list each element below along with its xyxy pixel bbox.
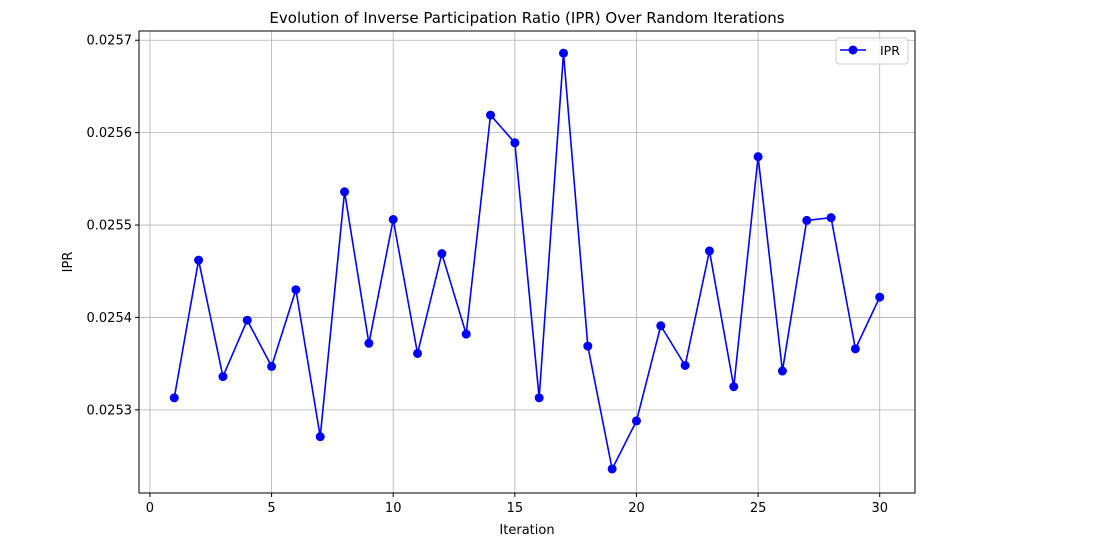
data-point <box>437 249 447 259</box>
grid <box>139 31 915 493</box>
data-point <box>729 382 739 392</box>
data-point <box>607 464 617 474</box>
y-axis-label: IPR <box>61 252 76 273</box>
data-point <box>413 348 423 358</box>
legend-box <box>835 37 909 65</box>
data-point <box>242 315 252 325</box>
data-point <box>388 214 398 224</box>
y-tick-label: 0.0255 <box>87 219 133 234</box>
data-point <box>656 321 666 331</box>
data-point <box>364 338 374 348</box>
data-point <box>802 215 812 225</box>
x-tick-label: 5 <box>267 501 275 516</box>
data-point <box>583 341 593 351</box>
x-tick-label: 10 <box>385 501 402 516</box>
legend: IPR <box>835 37 909 65</box>
chart-title: Evolution of Inverse Participation Ratio… <box>269 9 784 27</box>
x-tick-label: 30 <box>871 501 888 516</box>
series-line-ipr <box>173 52 881 470</box>
data-point <box>486 110 496 120</box>
y-tick-label: 0.0253 <box>87 403 133 418</box>
x-tick-label: 15 <box>507 501 524 516</box>
y-tick-label: 0.0257 <box>87 34 133 49</box>
x-tick-label: 20 <box>628 501 645 516</box>
data-point <box>169 393 179 403</box>
data-point <box>218 372 228 382</box>
x-tick-label: 25 <box>750 501 767 516</box>
data-point <box>631 416 641 426</box>
data-point <box>704 246 714 256</box>
data-point <box>194 255 204 265</box>
legend-entry-ipr: IPR <box>880 43 900 58</box>
data-point <box>340 187 350 197</box>
data-point <box>534 393 544 403</box>
data-point <box>753 152 763 162</box>
legend-marker-swatch <box>848 45 858 55</box>
x-axis-label: Iteration <box>499 523 554 538</box>
y-tick-label: 0.0256 <box>87 126 133 141</box>
data-point <box>315 432 325 442</box>
data-point <box>558 48 568 58</box>
data-point <box>510 138 520 148</box>
axes: 0 5 10 15 20 25 30 0.0253 0.0254 0.0255 0.0256 0.02… <box>87 34 889 516</box>
series-layer <box>169 48 885 474</box>
data-point <box>850 344 860 354</box>
y-tick-label: 0.0254 <box>87 311 133 326</box>
plot-frame <box>138 30 916 494</box>
data-point <box>461 329 471 339</box>
data-point <box>267 361 277 371</box>
data-point <box>875 292 885 302</box>
data-point <box>777 366 787 376</box>
data-point <box>291 285 301 295</box>
data-point <box>680 360 690 370</box>
x-tick-label: 0 <box>146 501 154 516</box>
data-point <box>826 213 836 223</box>
